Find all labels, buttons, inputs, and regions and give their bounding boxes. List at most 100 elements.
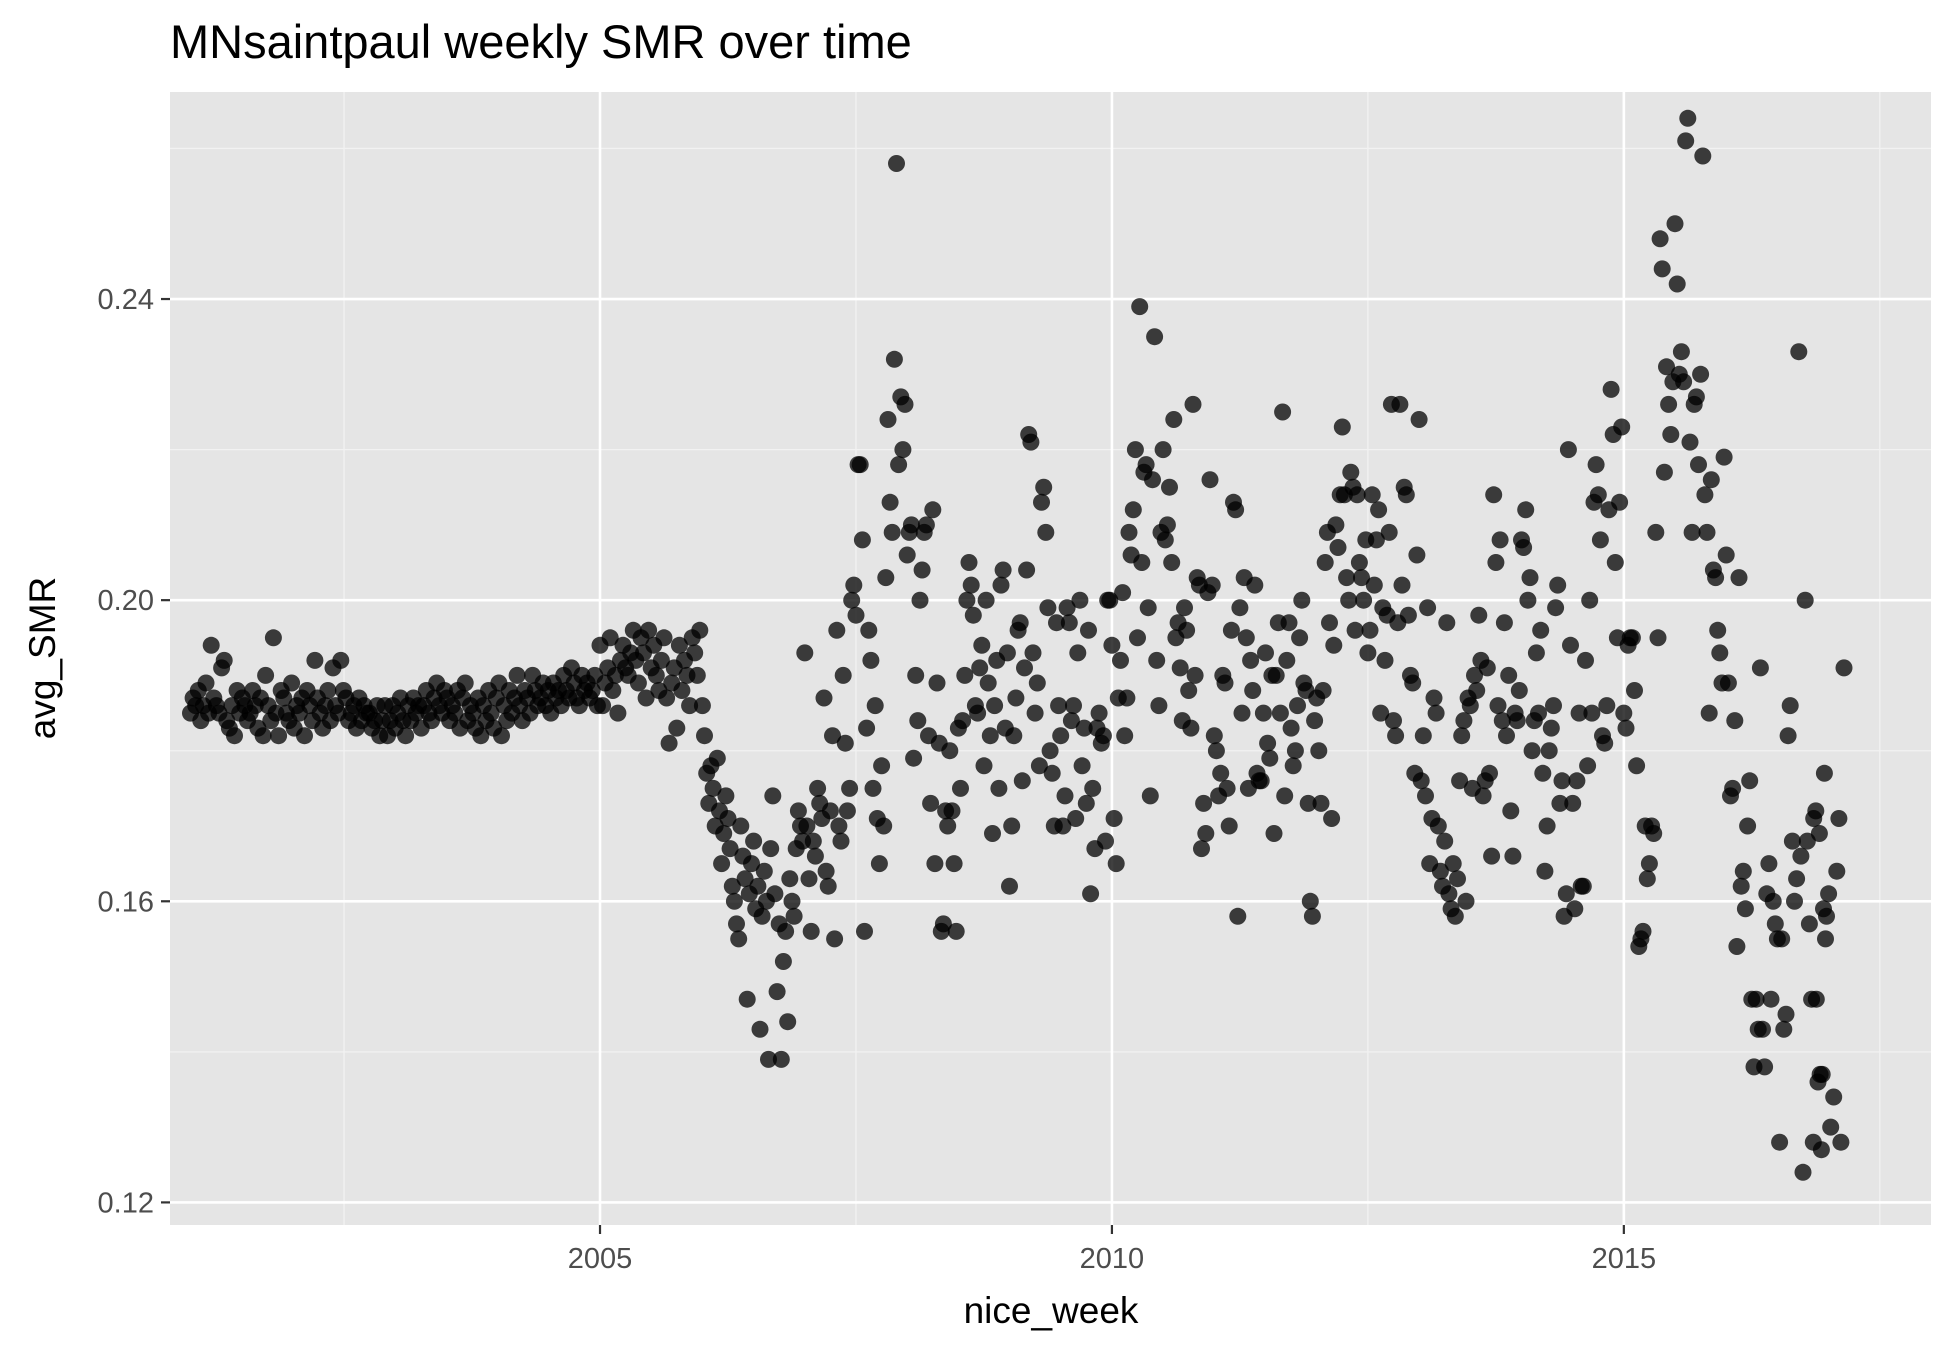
data-point <box>1011 614 1029 632</box>
data-point <box>1596 734 1614 752</box>
data-point <box>640 621 658 639</box>
data-point <box>1058 599 1076 617</box>
data-point <box>1075 719 1093 737</box>
data-point <box>1282 719 1300 737</box>
data-point <box>1348 486 1366 504</box>
data-point <box>226 727 243 745</box>
data-point <box>1080 621 1097 639</box>
data-point <box>1299 794 1317 812</box>
data-point <box>1431 862 1449 880</box>
data-point <box>824 727 841 745</box>
data-point <box>1577 651 1594 669</box>
data-point <box>686 644 704 662</box>
data-point <box>1350 554 1368 571</box>
data-point <box>270 727 288 745</box>
data-point <box>979 674 997 692</box>
data-point <box>1419 599 1437 617</box>
data-point <box>1267 666 1285 684</box>
data-point <box>1694 147 1712 165</box>
data-point <box>1186 666 1204 684</box>
data-point <box>1171 659 1189 677</box>
data-point <box>1491 531 1509 549</box>
data-point <box>1466 666 1483 684</box>
data-point <box>1498 727 1515 745</box>
data-point <box>713 855 731 873</box>
data-point <box>902 516 920 534</box>
data-point <box>1658 358 1675 376</box>
data-point <box>1425 689 1443 707</box>
data-point <box>804 832 822 850</box>
data-point <box>1124 501 1142 519</box>
data-point <box>1815 764 1833 782</box>
data-point <box>715 825 733 842</box>
data-point <box>1438 614 1456 632</box>
data-point <box>283 674 301 692</box>
data-point <box>1796 591 1814 609</box>
data-point <box>1440 885 1458 903</box>
data-point <box>1651 230 1669 248</box>
data-point <box>1762 990 1780 1008</box>
data-point <box>1071 591 1089 609</box>
data-point <box>1764 892 1782 910</box>
data-point <box>1286 742 1304 760</box>
data-point <box>798 817 816 835</box>
data-point <box>828 621 846 639</box>
data-point <box>817 862 835 880</box>
data-point <box>1312 794 1330 812</box>
data-point <box>941 742 959 760</box>
data-point <box>723 877 741 895</box>
data-point <box>197 674 215 692</box>
data-point <box>1340 591 1358 609</box>
data-point <box>1790 343 1808 361</box>
data-point <box>1303 907 1321 925</box>
data-point <box>1429 817 1447 835</box>
data-point <box>1747 990 1765 1008</box>
data-point <box>802 922 820 940</box>
data-point <box>1508 712 1526 730</box>
data-point <box>296 727 313 745</box>
data-point <box>917 516 935 534</box>
data-point <box>1707 569 1725 587</box>
data-point <box>1553 772 1571 790</box>
data-point <box>1060 614 1078 632</box>
data-point <box>924 501 942 519</box>
data-point <box>962 576 980 594</box>
data-point <box>896 395 914 413</box>
data-point <box>1461 697 1479 715</box>
data-point <box>1470 606 1488 624</box>
data-point <box>881 493 899 511</box>
data-point <box>907 666 925 684</box>
data-point <box>834 666 852 684</box>
data-point <box>1359 644 1377 662</box>
data-point <box>1003 817 1021 835</box>
data-point <box>1813 1065 1831 1083</box>
data-point <box>1698 523 1716 541</box>
data-point <box>1161 478 1178 496</box>
data-point <box>1832 1133 1850 1151</box>
data-point <box>1679 109 1697 127</box>
data-point <box>819 877 837 895</box>
data-point <box>860 621 878 639</box>
data-point <box>911 591 929 609</box>
data-point <box>1545 697 1562 715</box>
y-axis-title: avg_SMR <box>22 577 63 739</box>
data-point <box>1118 689 1136 707</box>
data-point <box>913 561 931 579</box>
data-point <box>1815 900 1832 918</box>
data-point <box>1602 380 1620 398</box>
data-point <box>673 682 691 699</box>
data-point <box>1197 825 1215 842</box>
data-point <box>1583 704 1601 722</box>
x-axis-title: nice_week <box>964 1290 1139 1331</box>
data-point <box>1653 260 1671 278</box>
data-point <box>1090 704 1108 722</box>
data-point <box>202 636 220 654</box>
data-point <box>609 704 627 722</box>
data-point <box>762 840 780 858</box>
data-point <box>1404 674 1422 692</box>
data-point <box>1687 388 1705 406</box>
data-point <box>1227 501 1245 519</box>
data-point <box>1598 697 1616 715</box>
data-point <box>945 855 963 873</box>
data-point <box>1329 539 1347 556</box>
